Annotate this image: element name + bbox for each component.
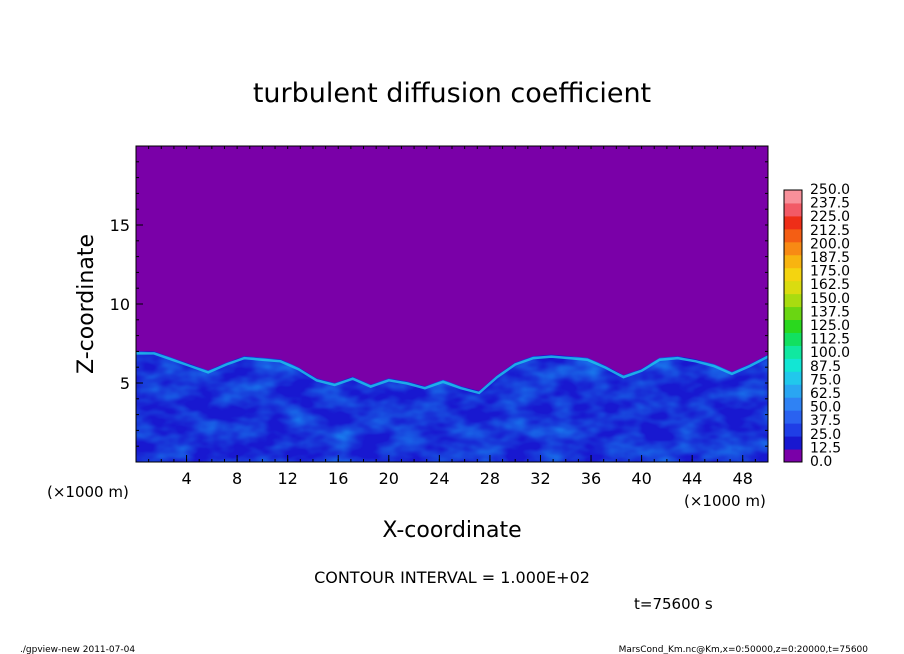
chart-title: turbulent diffusion coefficient bbox=[253, 78, 651, 109]
x-tick-label: 44 bbox=[682, 469, 702, 488]
colorbar-label: 162.5 bbox=[810, 277, 850, 293]
x-tick-label: 24 bbox=[429, 469, 449, 488]
contour-interval: CONTOUR INTERVAL = 1.000E+02 bbox=[314, 568, 590, 587]
colorbar-segment bbox=[784, 202, 802, 217]
x-tick-label: 40 bbox=[631, 469, 651, 488]
turbulent-layer bbox=[136, 351, 768, 462]
colorbar-label: 200.0 bbox=[810, 236, 850, 252]
x-axis-unit: (×1000 m) bbox=[47, 483, 129, 501]
time-label: t=75600 s bbox=[634, 595, 713, 613]
y-axis-unit: (×1000 m) bbox=[684, 492, 766, 510]
colorbar-label: 100.0 bbox=[810, 345, 850, 361]
colorbar-segment bbox=[784, 254, 802, 269]
footer-left: ./gpview-new 2011-07-04 bbox=[20, 645, 135, 654]
turbulent-layer-edge bbox=[136, 352, 768, 395]
colorbar-label: 137.5 bbox=[810, 304, 850, 320]
colorbar-label: 187.5 bbox=[810, 250, 850, 266]
colorbar-label: 125.0 bbox=[810, 318, 850, 334]
x-tick-label: 36 bbox=[581, 469, 601, 488]
colorbar-label: 212.5 bbox=[810, 223, 850, 239]
x-tick-label: 8 bbox=[232, 469, 242, 488]
y-tick-label: 15 bbox=[110, 216, 130, 235]
y-axis-label: Z-coordinate bbox=[74, 234, 99, 374]
colorbar-segment bbox=[784, 384, 802, 398]
colorbar-segment bbox=[784, 306, 802, 321]
colorbar-label: 250.0 bbox=[810, 182, 850, 198]
colorbar-label: 237.5 bbox=[810, 196, 850, 212]
x-tick-label: 32 bbox=[530, 469, 550, 488]
plot-area bbox=[136, 146, 768, 462]
footer-right: MarsCond_Km.nc@Km,x=0:50000,z=0:20000,t=… bbox=[619, 645, 869, 654]
colorbar-segment bbox=[784, 397, 802, 411]
colorbar-segment bbox=[784, 449, 802, 463]
colorbar-frame bbox=[783, 189, 803, 463]
colorbar-label: 112.5 bbox=[810, 332, 850, 348]
colorbar-label: 50.0 bbox=[810, 400, 841, 416]
colorbar-segment bbox=[784, 319, 802, 333]
x-tick-label: 28 bbox=[480, 469, 500, 488]
colorbar-segment bbox=[784, 358, 802, 372]
y-tick-label: 10 bbox=[110, 295, 130, 314]
y-axis: 5 10 15 bbox=[110, 161, 768, 447]
x-tick-label: 12 bbox=[278, 469, 298, 488]
colorbar-label: 25.0 bbox=[810, 427, 841, 443]
colorbar-segment bbox=[784, 215, 802, 230]
x-tick-label: 4 bbox=[181, 469, 191, 488]
colorbar-segment bbox=[784, 228, 802, 243]
colorbar-label: 37.5 bbox=[810, 413, 841, 429]
colorbar-segment bbox=[784, 293, 802, 308]
colorbar-segment bbox=[784, 332, 802, 346]
turbulent-layer-texture bbox=[136, 351, 768, 462]
colorbar-label: 75.0 bbox=[810, 372, 841, 388]
colorbar-label: 62.5 bbox=[810, 386, 841, 402]
colorbar-label: 225.0 bbox=[810, 209, 850, 225]
colorbar-label: 87.5 bbox=[810, 359, 841, 375]
x-axis-label: X-coordinate bbox=[382, 518, 521, 543]
y-tick-label: 5 bbox=[120, 374, 130, 393]
x-axis: 4 8 12 16 20 24 28 32 36 40 44 48 bbox=[148, 146, 756, 488]
colorbar: 0.012.525.037.550.062.575.087.5100.0112.… bbox=[783, 182, 850, 470]
colorbar-segment bbox=[784, 190, 802, 204]
colorbar-segment bbox=[784, 423, 802, 437]
colorbar-label: 12.5 bbox=[810, 440, 841, 456]
colorbar-segment bbox=[784, 410, 802, 424]
colorbar-segment bbox=[784, 436, 802, 450]
colorbar-segment bbox=[784, 345, 802, 359]
colorbar-segment bbox=[784, 371, 802, 385]
x-tick-label: 20 bbox=[379, 469, 399, 488]
colorbar-label: 175.0 bbox=[810, 264, 850, 280]
x-tick-label: 48 bbox=[733, 469, 753, 488]
colorbar-label: 0.0 bbox=[810, 454, 832, 470]
colorbar-segment bbox=[784, 241, 802, 256]
colorbar-segment bbox=[784, 267, 802, 282]
x-tick-label: 16 bbox=[328, 469, 348, 488]
colorbar-segment bbox=[784, 280, 802, 295]
colorbar-label: 150.0 bbox=[810, 291, 850, 307]
